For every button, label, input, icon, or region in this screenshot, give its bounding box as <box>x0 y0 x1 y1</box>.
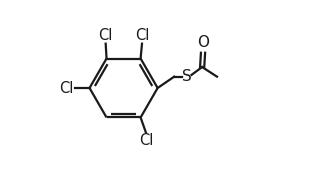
Text: Cl: Cl <box>60 80 74 96</box>
Text: Cl: Cl <box>99 28 113 43</box>
Text: O: O <box>197 35 209 50</box>
Text: Cl: Cl <box>139 133 153 148</box>
Text: S: S <box>183 69 192 84</box>
Text: Cl: Cl <box>135 28 149 43</box>
